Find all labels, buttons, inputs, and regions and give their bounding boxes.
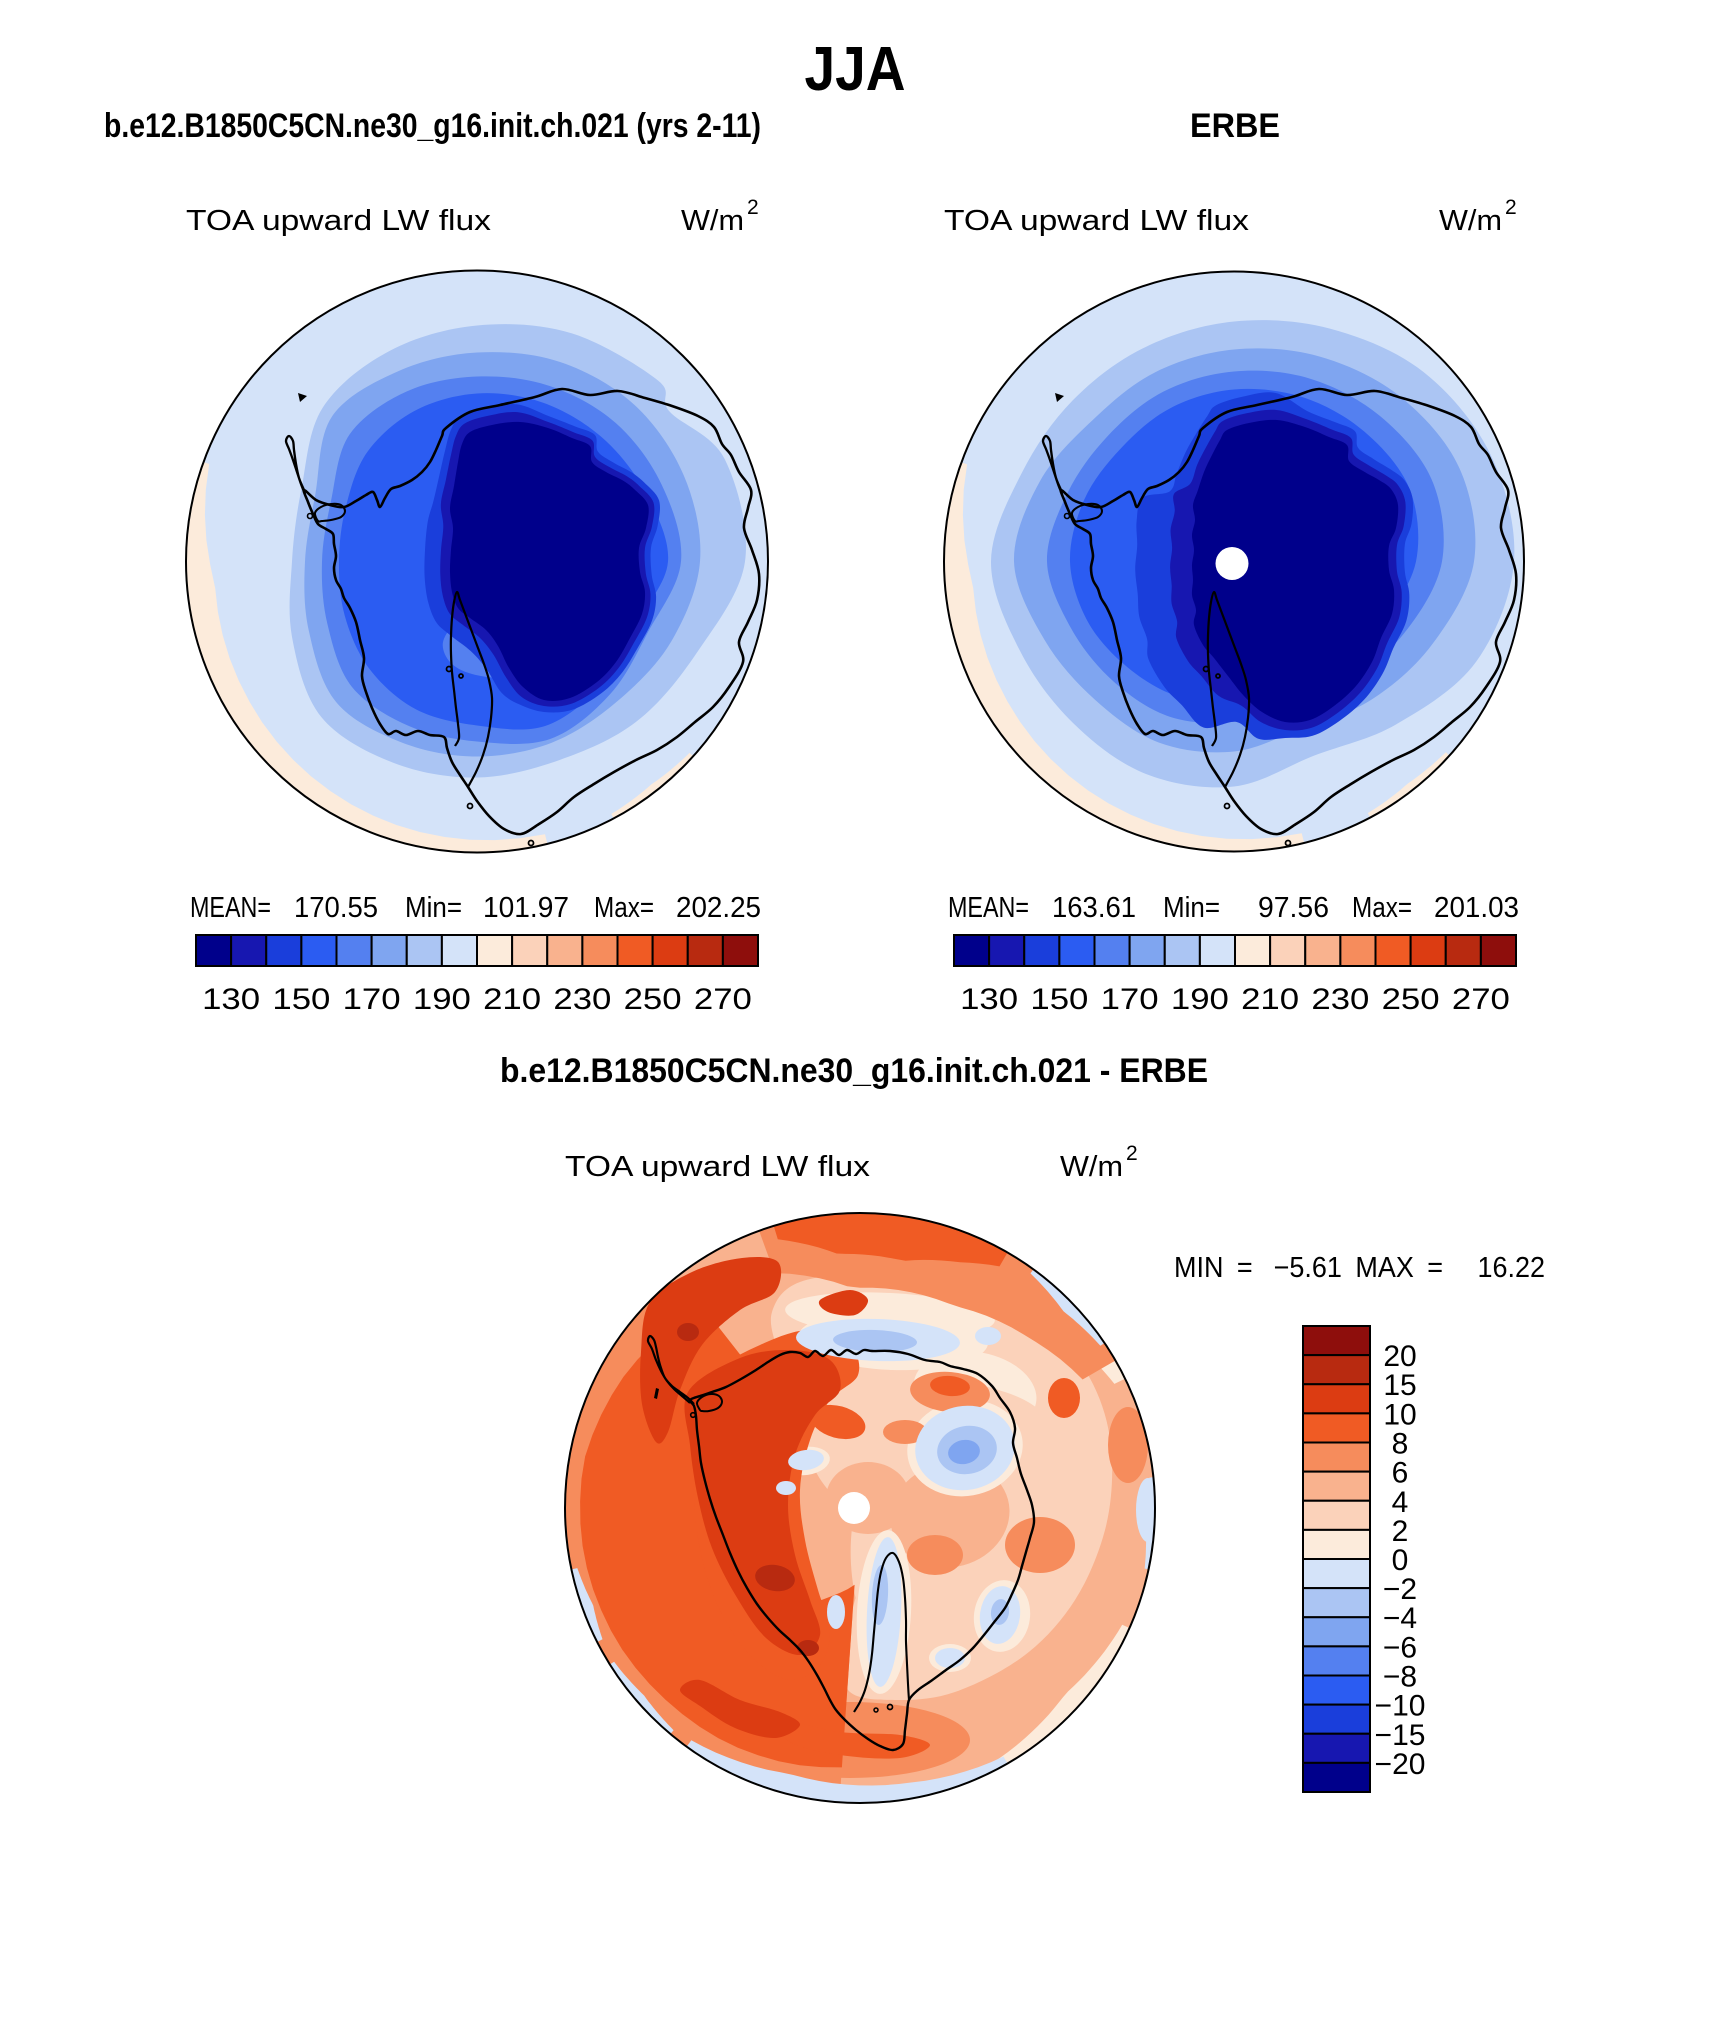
svg-text:Min=: Min= <box>1163 892 1220 924</box>
svg-text:Max=: Max= <box>1352 892 1412 924</box>
svg-text:−2: −2 <box>1383 1573 1417 1606</box>
svg-text:270: 270 <box>1452 983 1510 1016</box>
svg-text:202.25: 202.25 <box>676 892 761 924</box>
svg-text:2: 2 <box>747 196 759 219</box>
svg-text:170.55: 170.55 <box>294 892 378 924</box>
svg-text:−10: −10 <box>1375 1690 1426 1723</box>
svg-text:190: 190 <box>413 983 471 1016</box>
svg-text:10: 10 <box>1383 1398 1416 1431</box>
svg-text:201.03: 201.03 <box>1434 892 1519 924</box>
svg-text:97.56: 97.56 <box>1258 892 1329 924</box>
svg-text:MEAN=: MEAN= <box>948 892 1029 924</box>
svg-text:W/m: W/m <box>1060 1151 1123 1183</box>
svg-text:b.e12.B1850C5CN.ne30_g16.init.: b.e12.B1850C5CN.ne30_g16.init.ch.021 - E… <box>500 1052 1208 1090</box>
svg-text:170: 170 <box>1101 983 1159 1016</box>
svg-text:MEAN=: MEAN= <box>190 892 271 924</box>
svg-text:W/m: W/m <box>681 205 744 237</box>
svg-text:190: 190 <box>1171 983 1229 1016</box>
svg-text:2: 2 <box>1126 1142 1138 1165</box>
svg-text:ERBE: ERBE <box>1190 107 1280 145</box>
svg-text:8: 8 <box>1392 1428 1409 1461</box>
svg-text:−4: −4 <box>1383 1602 1417 1635</box>
svg-text:101.97: 101.97 <box>483 892 569 924</box>
svg-text:250: 250 <box>624 983 682 1016</box>
svg-text:b.e12.B1850C5CN.ne30_g16.init.: b.e12.B1850C5CN.ne30_g16.init.ch.021 (yr… <box>104 107 761 145</box>
svg-text:0: 0 <box>1392 1544 1409 1577</box>
svg-text:170: 170 <box>343 983 401 1016</box>
svg-text:TOA upward LW flux: TOA upward LW flux <box>944 205 1250 237</box>
svg-text:Max=: Max= <box>594 892 654 924</box>
svg-text:2: 2 <box>1505 196 1517 219</box>
svg-text:250: 250 <box>1382 983 1440 1016</box>
svg-text:−15: −15 <box>1375 1719 1426 1752</box>
svg-text:150: 150 <box>272 983 330 1016</box>
svg-text:130: 130 <box>960 983 1018 1016</box>
svg-text:270: 270 <box>694 983 752 1016</box>
svg-text:4: 4 <box>1392 1486 1409 1519</box>
svg-text:JJA: JJA <box>805 35 906 104</box>
svg-text:210: 210 <box>1241 983 1299 1016</box>
svg-text:Min=: Min= <box>405 892 462 924</box>
svg-text:210: 210 <box>483 983 541 1016</box>
svg-text:−8: −8 <box>1383 1661 1417 1694</box>
svg-text:W/m: W/m <box>1439 205 1502 237</box>
svg-text:TOA upward LW flux: TOA upward LW flux <box>186 205 492 237</box>
svg-text:20: 20 <box>1383 1340 1416 1373</box>
svg-text:MIN = −5.61 MAX = 16.22: MIN = −5.61 MAX = 16.22 <box>1174 1252 1545 1284</box>
svg-text:2: 2 <box>1392 1515 1409 1548</box>
svg-text:−20: −20 <box>1375 1748 1426 1781</box>
svg-text:150: 150 <box>1030 983 1088 1016</box>
svg-text:TOA upward LW flux: TOA upward LW flux <box>565 1151 871 1183</box>
svg-text:230: 230 <box>1311 983 1369 1016</box>
svg-text:6: 6 <box>1392 1457 1409 1490</box>
svg-text:15: 15 <box>1383 1369 1416 1402</box>
svg-text:−6: −6 <box>1383 1631 1417 1664</box>
svg-text:163.61: 163.61 <box>1052 892 1136 924</box>
svg-text:130: 130 <box>202 983 260 1016</box>
svg-text:230: 230 <box>553 983 611 1016</box>
